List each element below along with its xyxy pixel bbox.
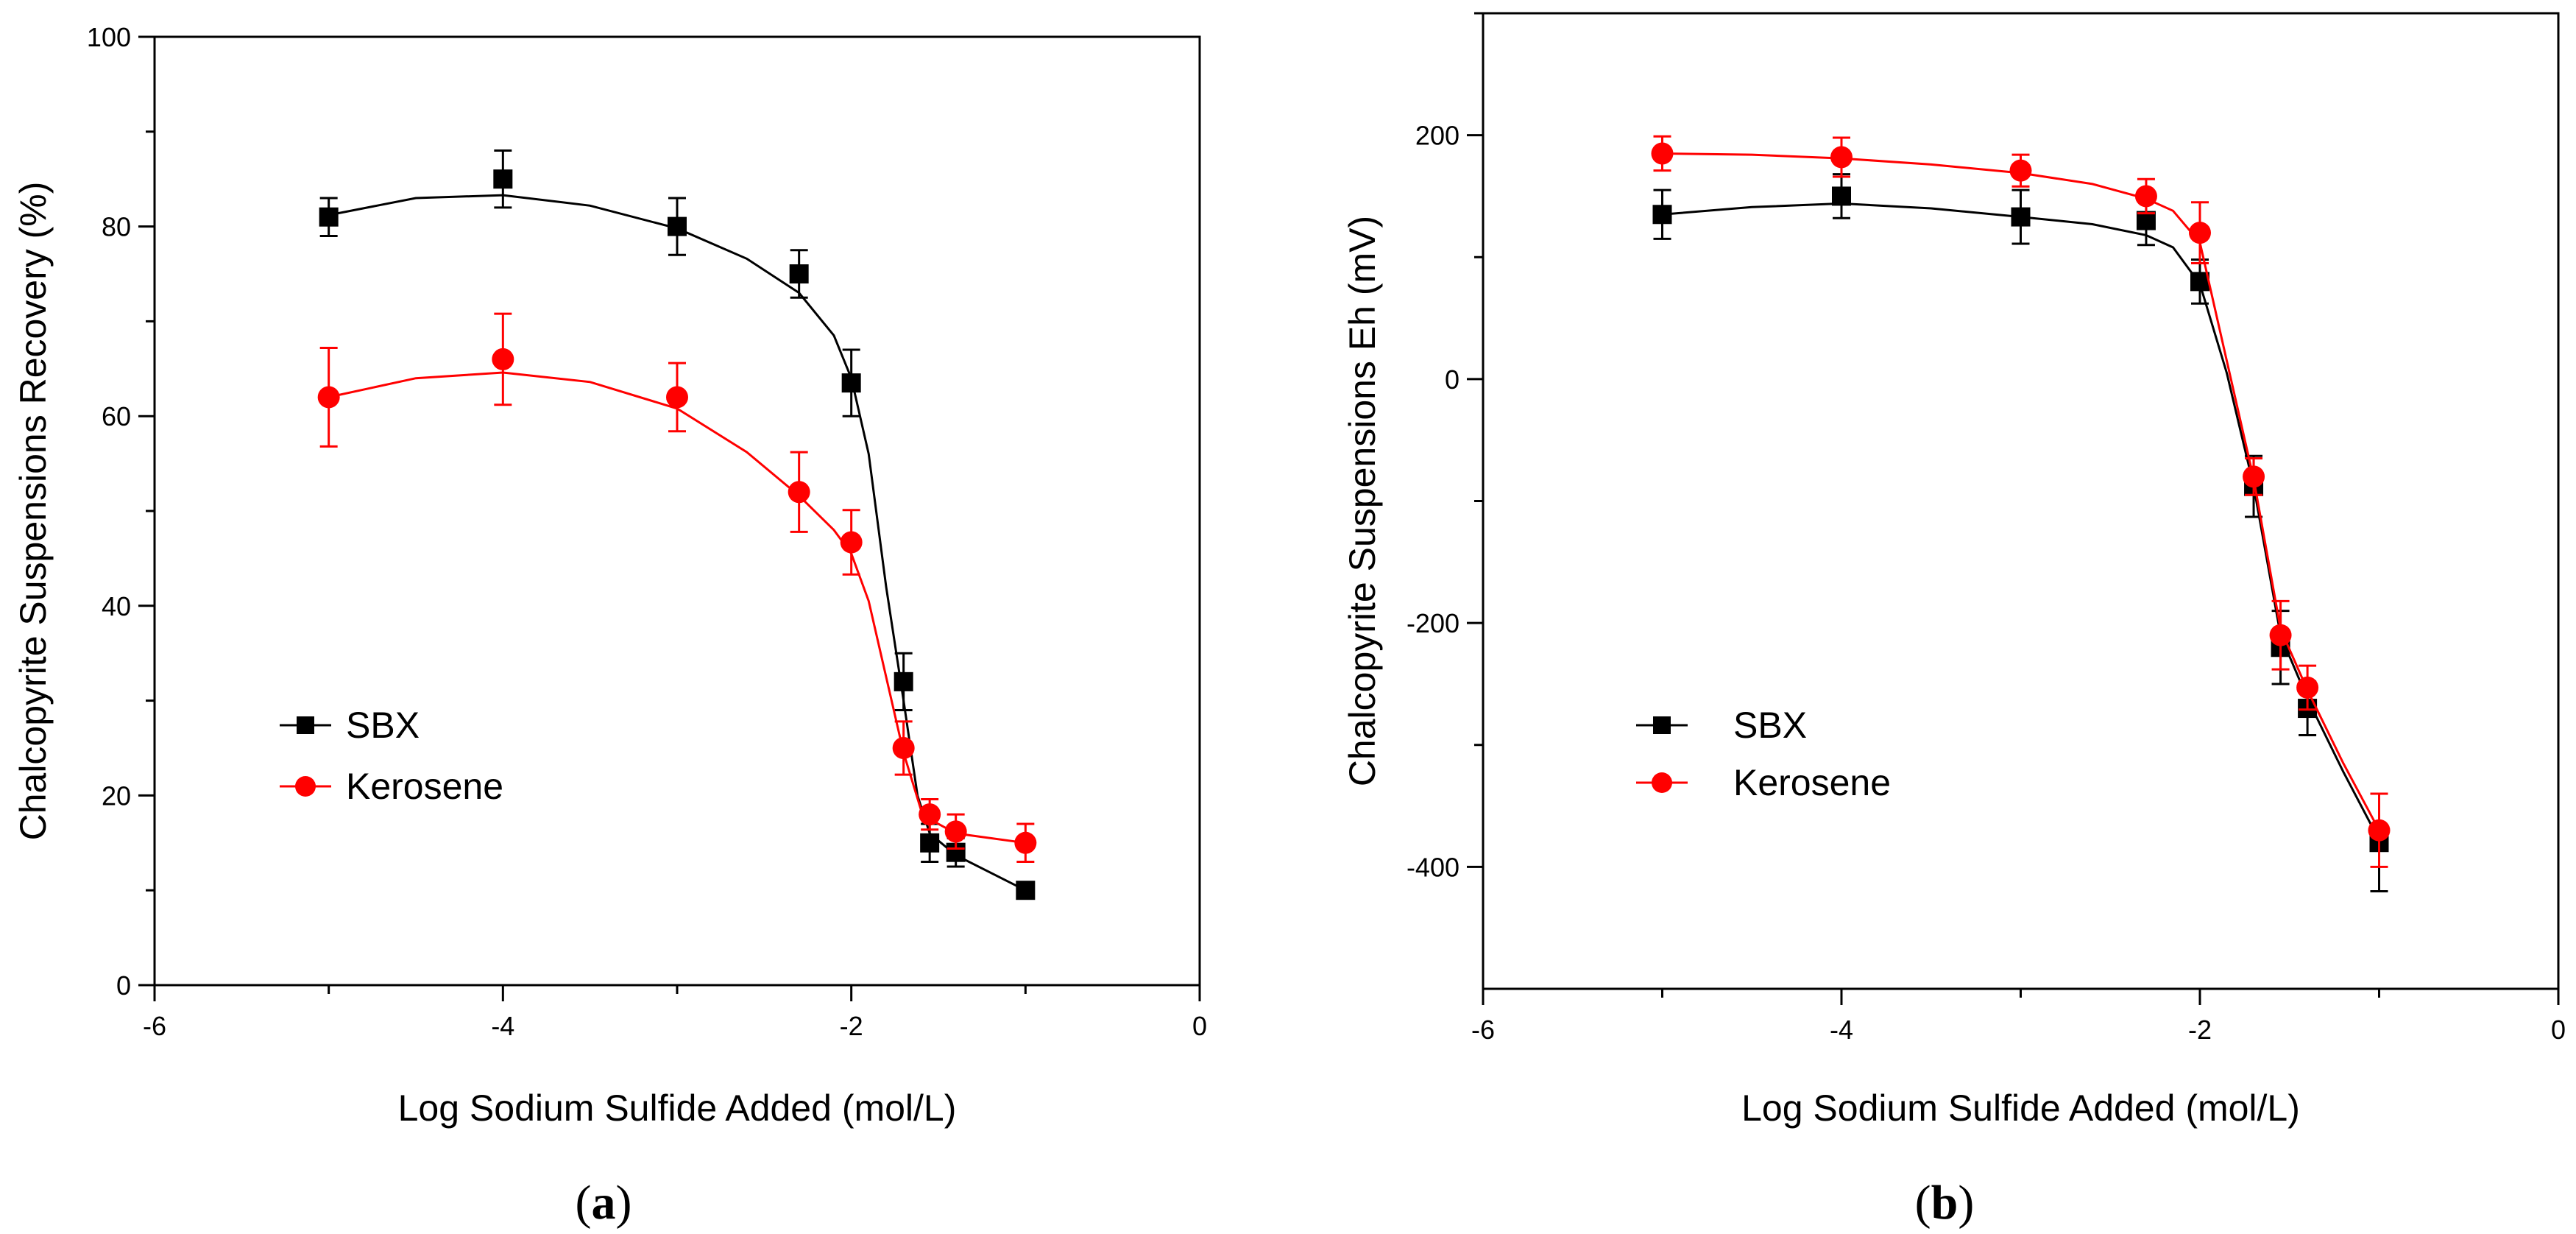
legend-marker — [295, 776, 316, 797]
plot-frame — [153, 35, 1201, 987]
data-point — [1014, 831, 1037, 854]
panel-label: (b) — [1915, 1176, 1975, 1230]
data-point — [944, 820, 967, 843]
y-tick-label: 40 — [102, 591, 131, 621]
x-axis-label: Log Sodium Sulfide Added (mol/L) — [398, 1087, 957, 1129]
legend-marker — [1652, 772, 1672, 793]
data-point — [317, 386, 340, 409]
data-point — [2189, 222, 2211, 244]
series-kerosene: Kerosene — [1636, 135, 2391, 868]
data-point — [919, 803, 941, 826]
y-tick-label: 0 — [116, 970, 131, 1001]
data-point — [492, 348, 514, 370]
data-point — [1652, 205, 1672, 225]
panel-label-letter: b — [1931, 1176, 1958, 1230]
legend-marker — [297, 716, 314, 734]
data-point — [894, 671, 913, 691]
data-point — [841, 373, 861, 393]
legend-label: Kerosene — [346, 766, 503, 807]
data-point — [319, 207, 339, 227]
y-tick-label: -200 — [1406, 608, 1459, 638]
y-tick-label: 0 — [1445, 364, 1459, 395]
x-tick-label: -4 — [491, 1011, 514, 1041]
data-point — [668, 216, 687, 236]
legend-label: SBX — [346, 705, 420, 746]
data-point — [840, 531, 863, 554]
series-line — [1662, 202, 2380, 841]
x-tick-label: 0 — [1192, 1011, 1207, 1041]
x-axis-label: Log Sodium Sulfide Added (mol/L) — [1741, 1087, 2300, 1129]
y-tick-label: 20 — [102, 780, 131, 811]
chart-panel-a: -6 -4 -2 0 0 20 40 60 80 100 Log Sodium Sulfide Ad… — [13, 22, 1207, 1230]
series-line — [1662, 152, 2380, 831]
data-point — [2134, 185, 2157, 208]
data-point — [2368, 819, 2391, 842]
data-point — [920, 833, 940, 853]
data-point — [2296, 676, 2319, 699]
y-axis-label: Chalcopyrite Suspensions Recovery (%) — [13, 182, 54, 841]
panel-label-open-paren: ( — [1915, 1176, 1931, 1230]
panel-label-letter: a — [592, 1176, 616, 1230]
data-point — [892, 737, 915, 759]
y-tick-label: 200 — [1415, 121, 1459, 151]
data-point — [1832, 186, 1851, 206]
data-point — [1016, 881, 1036, 900]
series-sbx: SBX — [280, 149, 1036, 900]
x-tick-label: -2 — [2188, 1015, 2212, 1045]
y-tick-label: 60 — [102, 401, 131, 431]
data-point — [1830, 146, 1853, 169]
panel-label-close-paren: ) — [1958, 1176, 1974, 1230]
data-point — [2243, 465, 2265, 488]
data-point — [788, 481, 810, 504]
data-point — [2011, 207, 2031, 227]
x-tick-label: -2 — [840, 1011, 863, 1041]
data-point — [789, 264, 809, 283]
chart-panel-b: -6 -4 -2 0 -400 -200 0 200 Log Sodium Sulfide Ad… — [1342, 12, 2566, 1230]
x-tick-label: -6 — [1471, 1015, 1495, 1045]
data-point — [1651, 142, 1674, 165]
x-tick-label: 0 — [2551, 1015, 2566, 1045]
data-point — [2009, 159, 2032, 182]
data-point — [666, 386, 688, 409]
legend-label: Kerosene — [1733, 762, 1891, 803]
y-tick-label: 80 — [102, 212, 131, 242]
panel-label-close-paren: ) — [616, 1176, 632, 1230]
y-tick-label: -400 — [1406, 852, 1459, 882]
data-point — [2269, 624, 2292, 646]
panel-label-open-paren: ( — [576, 1176, 592, 1230]
legend-marker — [1653, 716, 1671, 734]
legend-label: SBX — [1733, 705, 1807, 746]
panel-label: (a) — [576, 1176, 632, 1230]
y-axis-label: Chalcopyrite Suspensions Eh (mV) — [1342, 216, 1383, 786]
y-tick-label: 100 — [87, 22, 131, 52]
x-tick-label: -6 — [143, 1011, 166, 1041]
x-tick-label: -4 — [1830, 1015, 1853, 1045]
series-kerosene: Kerosene — [280, 312, 1037, 864]
data-point — [493, 169, 513, 189]
